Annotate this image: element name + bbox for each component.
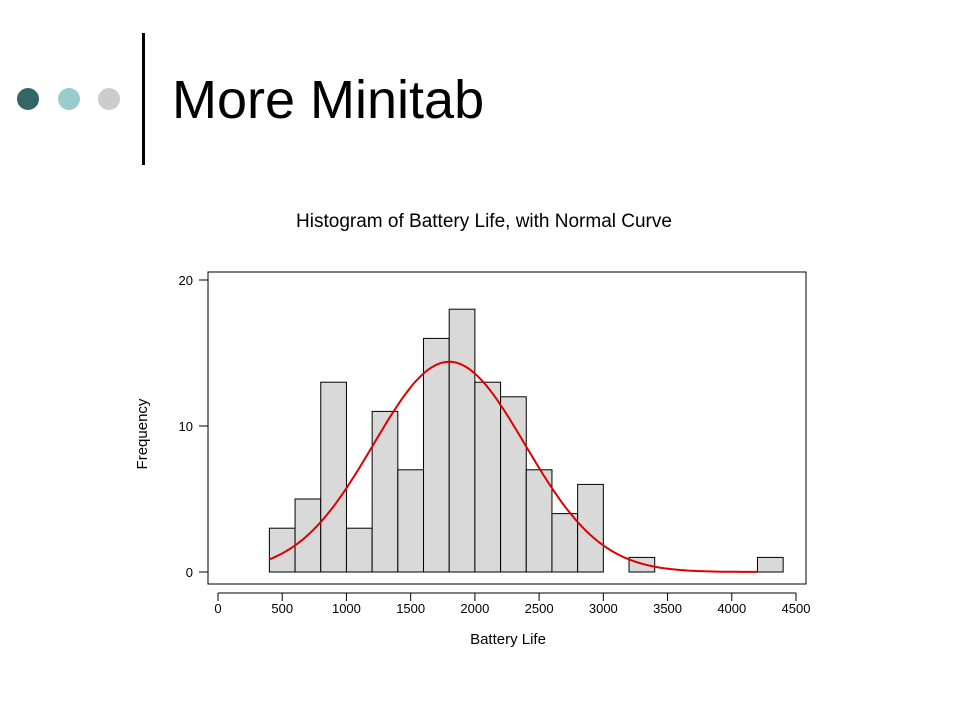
histogram-bar <box>320 381 347 573</box>
histogram-bar <box>397 469 425 573</box>
x-tick-label: 1500 <box>396 601 425 616</box>
x-tick-label: 4000 <box>717 601 746 616</box>
histogram-bar <box>577 483 604 573</box>
y-tick-label: 10 <box>179 419 193 434</box>
x-tick-label: 500 <box>271 601 293 616</box>
histogram-bars <box>268 308 784 573</box>
bullet-dot-gray <box>98 88 120 110</box>
bullet-dot-light <box>58 88 80 110</box>
normal-curve <box>269 360 758 573</box>
x-axis-label: Battery Life <box>470 631 546 648</box>
y-axis-label: Frequency <box>134 398 151 469</box>
x-tick-label: 2000 <box>460 601 489 616</box>
x-tick-label: 1000 <box>332 601 361 616</box>
histogram-bar <box>371 410 399 573</box>
x-tick-label: 4500 <box>782 601 811 616</box>
x-tick-label: 0 <box>214 601 221 616</box>
x-tick-label: 2500 <box>525 601 554 616</box>
chart-title: Histogram of Battery Life, with Normal C… <box>296 211 672 232</box>
histogram-bar <box>756 556 784 573</box>
histogram-bar <box>474 381 502 573</box>
title-divider <box>142 33 145 165</box>
histogram-bar <box>268 527 296 573</box>
x-tick-label: 3000 <box>589 601 618 616</box>
histogram-bar <box>448 308 476 573</box>
histogram-bar <box>525 469 553 573</box>
y-tick-label: 20 <box>179 273 193 288</box>
bullet-dot-dark <box>17 88 39 110</box>
histogram-bar <box>500 396 527 573</box>
x-axis: 0 500 1000 1500 2000 2500 3000 3500 4000 4500 <box>214 592 811 616</box>
slide-title: More Minitab <box>172 70 485 130</box>
y-axis: 0 10 20 <box>179 273 209 580</box>
y-tick-label: 0 <box>186 565 193 580</box>
histogram-bar <box>345 527 373 573</box>
histogram-bar <box>423 337 450 573</box>
histogram-bar <box>551 513 579 573</box>
x-tick-label: 3500 <box>653 601 682 616</box>
